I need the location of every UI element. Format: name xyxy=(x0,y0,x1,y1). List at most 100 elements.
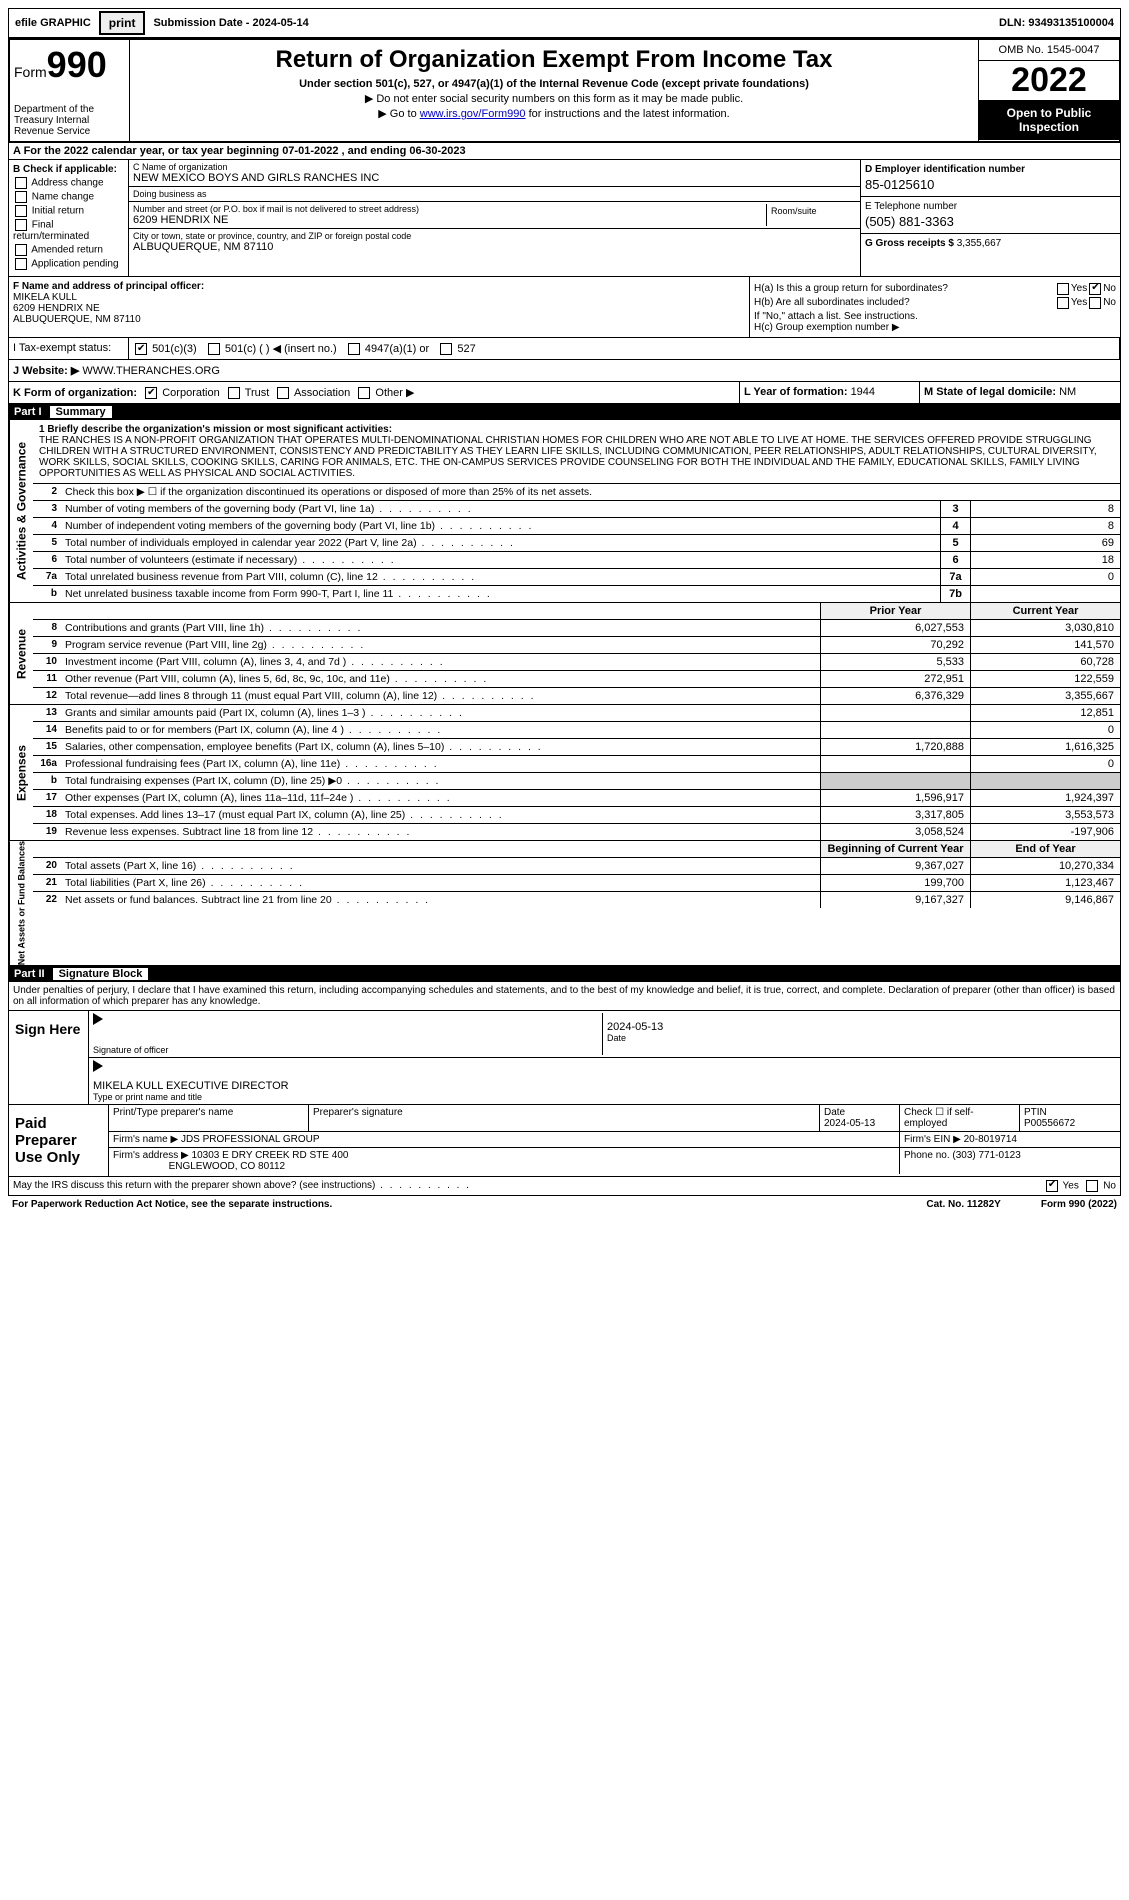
form-number: Form990 xyxy=(14,44,125,86)
table-row: bNet unrelated business taxable income f… xyxy=(33,586,1120,602)
irs-link[interactable]: www.irs.gov/Form990 xyxy=(420,108,526,120)
print-button[interactable]: print xyxy=(99,11,146,35)
col-b-checkboxes: B Check if applicable: Address change Na… xyxy=(9,160,129,276)
firm-addr1: 10303 E DRY CREEK RD STE 400 xyxy=(192,1150,349,1161)
note-link: ▶ Go to www.irs.gov/Form990 for instruct… xyxy=(136,107,972,120)
org-name-label: C Name of organization xyxy=(133,162,856,172)
gross-value: 3,355,667 xyxy=(957,238,1002,249)
firm-phone: (303) 771-0123 xyxy=(952,1150,1020,1161)
table-row: 15Salaries, other compensation, employee… xyxy=(33,739,1120,756)
side-net-assets: Net Assets or Fund Balances xyxy=(9,841,33,965)
discuss-yes-chk[interactable] xyxy=(1046,1180,1058,1192)
table-row: 14Benefits paid to or for members (Part … xyxy=(33,722,1120,739)
chk-corp[interactable] xyxy=(145,387,157,399)
table-row: 19Revenue less expenses. Subtract line 1… xyxy=(33,824,1120,840)
note-ssn: ▶ Do not enter social security numbers o… xyxy=(136,92,972,105)
chk-amended[interactable]: Amended return xyxy=(13,244,124,256)
sig-date: 2024-05-13 xyxy=(607,1013,1116,1033)
ha-no-chk[interactable] xyxy=(1089,283,1101,295)
firm-name-label: Firm's name ▶ xyxy=(113,1134,181,1145)
chk-name-change[interactable]: Name change xyxy=(13,191,124,203)
table-row: 18Total expenses. Add lines 13–17 (must … xyxy=(33,807,1120,824)
firm-addr2: ENGLEWOOD, CO 80112 xyxy=(169,1161,286,1172)
firm-ein: 20-8019714 xyxy=(964,1134,1017,1145)
q2-checkbox-line: Check this box ▶ ☐ if the organization d… xyxy=(61,484,1120,500)
efile-label: efile GRAPHIC xyxy=(9,13,97,33)
sig-name: MIKELA KULL EXECUTIVE DIRECTOR xyxy=(93,1072,1116,1092)
chk-assoc[interactable] xyxy=(277,387,289,399)
table-row: bTotal fundraising expenses (Part IX, co… xyxy=(33,773,1120,790)
col-b-title: B Check if applicable: xyxy=(13,164,124,175)
hb-no-chk[interactable] xyxy=(1089,297,1101,309)
table-row: 8Contributions and grants (Part VIII, li… xyxy=(33,620,1120,637)
table-row: 10Investment income (Part VIII, column (… xyxy=(33,654,1120,671)
form-header: Form990 Department of the Treasury Inter… xyxy=(8,38,1121,143)
table-row: 21Total liabilities (Part X, line 26)199… xyxy=(33,875,1120,892)
dln: DLN: 93493135100004 xyxy=(993,13,1120,33)
form-footer: Form 990 (2022) xyxy=(1041,1199,1117,1210)
chk-initial-return[interactable]: Initial return xyxy=(13,205,124,217)
discuss-question: May the IRS discuss this return with the… xyxy=(13,1180,471,1192)
table-row: 5Total number of individuals employed in… xyxy=(33,535,1120,552)
side-activities-gov: Activities & Governance xyxy=(9,420,33,602)
table-row: 6Total number of volunteers (estimate if… xyxy=(33,552,1120,569)
ha-label: H(a) Is this a group return for subordin… xyxy=(754,283,1055,295)
table-row: 22Net assets or fund balances. Subtract … xyxy=(33,892,1120,908)
table-row: 9Program service revenue (Part VIII, lin… xyxy=(33,637,1120,654)
table-row: 4Number of independent voting members of… xyxy=(33,518,1120,535)
dept-label: Department of the Treasury Internal Reve… xyxy=(14,104,125,137)
ha-yes-chk[interactable] xyxy=(1057,283,1069,295)
row-k-form-org: K Form of organization: Corporation Trus… xyxy=(9,382,740,403)
chk-501c3[interactable] xyxy=(135,343,147,355)
firm-addr-label: Firm's address ▶ xyxy=(113,1150,192,1161)
row-i-options: 501(c)(3) 501(c) ( ) ◀ (insert no.) 4947… xyxy=(129,338,1120,359)
org-name: NEW MEXICO BOYS AND GIRLS RANCHES INC xyxy=(133,172,856,184)
firm-name: JDS PROFESSIONAL GROUP xyxy=(181,1134,320,1145)
firm-phone-label: Phone no. xyxy=(904,1150,952,1161)
chk-501c[interactable] xyxy=(208,343,220,355)
prep-self-label: Check ☐ if self-employed xyxy=(900,1105,1020,1131)
ein-value: 85-0125610 xyxy=(865,177,1116,192)
chk-trust[interactable] xyxy=(228,387,240,399)
table-row: 20Total assets (Part X, line 16)9,367,02… xyxy=(33,858,1120,875)
firm-ein-label: Firm's EIN ▶ xyxy=(904,1134,964,1145)
prep-name-label: Print/Type preparer's name xyxy=(113,1107,233,1118)
col-current-year: Current Year xyxy=(970,603,1120,619)
tax-year: 2022 xyxy=(979,61,1119,100)
topbar: efile GRAPHIC print Submission Date - 20… xyxy=(8,8,1121,38)
phone-label: E Telephone number xyxy=(865,201,1116,212)
paid-preparer-label: Paid Preparer Use Only xyxy=(9,1105,109,1176)
side-expenses: Expenses xyxy=(9,705,33,840)
dba-label: Doing business as xyxy=(133,189,856,199)
chk-address-change[interactable]: Address change xyxy=(13,177,124,189)
ein-label: D Employer identification number xyxy=(865,164,1116,175)
omb-number: OMB No. 1545-0047 xyxy=(979,40,1119,61)
penalties-text: Under penalties of perjury, I declare th… xyxy=(8,982,1121,1011)
chk-app-pending[interactable]: Application pending xyxy=(13,258,124,270)
row-m-state: M State of legal domicile: NM xyxy=(920,382,1120,403)
row-a-tax-year: A For the 2022 calendar year, or tax yea… xyxy=(8,143,1121,160)
hc-label: H(c) Group exemption number ▶ xyxy=(754,322,1116,333)
table-row: 7aTotal unrelated business revenue from … xyxy=(33,569,1120,586)
chk-other[interactable] xyxy=(358,387,370,399)
gross-label: G Gross receipts $ xyxy=(865,238,957,249)
table-row: 16aProfessional fundraising fees (Part I… xyxy=(33,756,1120,773)
cat-number: Cat. No. 11282Y xyxy=(926,1199,1000,1210)
part-i-header: Part ISummary xyxy=(8,404,1121,420)
sig-name-label: Type or print name and title xyxy=(93,1092,202,1102)
hb-yes-chk[interactable] xyxy=(1057,297,1069,309)
form-subtitle: Under section 501(c), 527, or 4947(a)(1)… xyxy=(136,78,972,90)
chk-527[interactable] xyxy=(440,343,452,355)
chk-final-return[interactable]: Final return/terminated xyxy=(13,219,124,242)
prep-sig-label: Preparer's signature xyxy=(313,1107,403,1118)
col-end-year: End of Year xyxy=(970,841,1120,857)
form-title: Return of Organization Exempt From Incom… xyxy=(136,46,972,74)
discuss-no-chk[interactable] xyxy=(1086,1180,1098,1192)
ptin-label: PTIN xyxy=(1024,1107,1047,1118)
chk-4947[interactable] xyxy=(348,343,360,355)
side-revenue: Revenue xyxy=(9,603,33,704)
arrow-icon xyxy=(93,1060,103,1072)
row-h-group: H(a) Is this a group return for subordin… xyxy=(750,277,1120,337)
sig-officer-label: Signature of officer xyxy=(93,1045,168,1055)
officer-addr1: 6209 HENDRIX NE xyxy=(13,303,745,314)
